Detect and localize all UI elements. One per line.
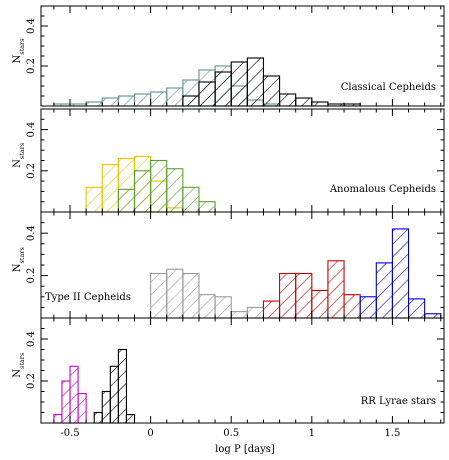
y-tick-label: 0.4	[26, 122, 37, 138]
histogram-bar	[133, 170, 152, 213]
y-axis-label: Nstars	[12, 247, 26, 272]
panel-frame	[40, 317, 445, 424]
histogram-bar	[117, 95, 136, 107]
histogram-bar	[198, 294, 216, 319]
y-tick-label: 0.2	[26, 58, 37, 74]
histogram-bar	[166, 168, 184, 213]
histogram-bar	[424, 313, 442, 319]
histogram-bar	[391, 228, 410, 319]
histogram-bar	[69, 365, 79, 424]
y-tick-label: 0.4	[26, 225, 37, 241]
y-tick-label: 0.2	[26, 163, 37, 179]
panel-label: Type II Cepheids	[45, 292, 131, 303]
histogram-bar	[101, 97, 119, 107]
histogram-bar	[125, 414, 136, 424]
histogram-bar	[246, 57, 265, 107]
histogram-bar	[279, 272, 297, 319]
histogram-bar	[182, 272, 200, 319]
x-tick-label: -0.5	[60, 428, 79, 439]
histogram-bar	[198, 81, 216, 107]
x-tick-label: 0.5	[223, 428, 239, 439]
histogram-bar	[150, 159, 168, 213]
histogram-bar	[375, 262, 393, 319]
x-tick-label: 1	[309, 428, 315, 439]
histogram-bar	[327, 260, 345, 319]
histogram-bar	[279, 93, 297, 107]
histogram-bar	[101, 390, 111, 424]
histogram-bar	[150, 272, 168, 319]
y-tick-label: 0.4	[26, 331, 37, 347]
y-axis-label: Nstars	[12, 353, 26, 378]
histogram-bar	[311, 101, 329, 107]
x-axis-label: log P [days]	[215, 444, 275, 455]
histogram-bar	[295, 272, 313, 319]
histogram-bar	[182, 186, 200, 213]
histogram-bar	[85, 186, 103, 213]
y-axis-label: Nstars	[12, 143, 26, 168]
histogram-bar	[109, 365, 119, 424]
histogram-bar	[311, 289, 329, 319]
histogram-bar	[182, 95, 200, 107]
histogram-bar	[214, 71, 232, 107]
histogram-bar	[133, 93, 152, 107]
histogram-bar	[117, 188, 136, 213]
histogram-bar	[262, 75, 281, 107]
histogram-bar	[61, 380, 71, 424]
y-tick-label: 0.2	[26, 373, 37, 389]
histogram-bar	[150, 91, 168, 107]
histogram-bar	[262, 300, 281, 319]
histogram-bar	[230, 61, 248, 107]
histogram-bar	[359, 296, 377, 319]
panel-label: Classical Cepheids	[341, 82, 436, 93]
histogram-bar	[295, 97, 313, 107]
x-tick-label: 0	[147, 428, 153, 439]
x-tick-label: 1.5	[384, 428, 400, 439]
histogram-bar	[117, 348, 127, 424]
histogram-bar	[198, 201, 216, 213]
histogram-bar	[230, 311, 248, 319]
y-axis-label: Nstars	[12, 38, 26, 63]
histogram-bar	[101, 164, 119, 213]
histogram-bar	[53, 414, 63, 424]
histogram-bar	[77, 393, 87, 424]
panel-label: RR Lyrae stars	[361, 396, 436, 407]
histogram-bar	[85, 101, 103, 107]
histogram-bar	[166, 87, 184, 107]
histogram-bar	[166, 268, 184, 319]
panel-label: Anomalous Cepheids	[329, 184, 436, 195]
histogram-bar	[407, 298, 426, 319]
histogram-bar	[246, 306, 265, 319]
histogram-bar	[343, 294, 361, 319]
y-tick-label: 0.4	[26, 18, 37, 34]
histogram-bar	[93, 411, 103, 424]
histogram-bar	[214, 296, 232, 319]
y-tick-label: 0.2	[26, 268, 37, 284]
